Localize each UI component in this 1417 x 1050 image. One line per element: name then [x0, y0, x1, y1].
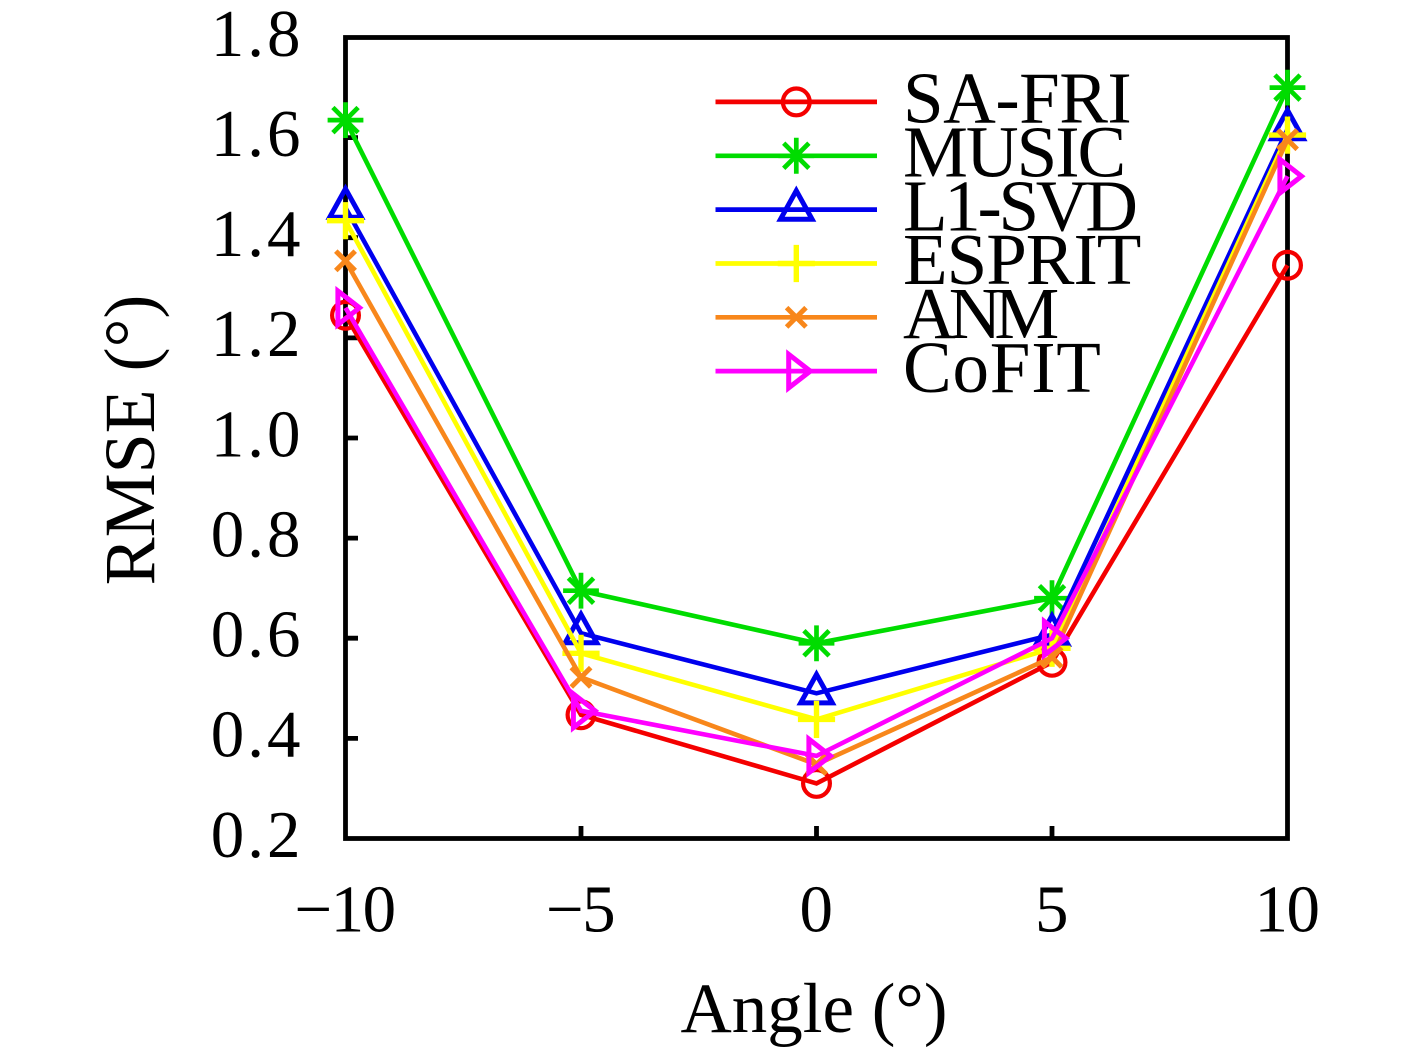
svg-text:RMSE (°): RMSE (°) — [90, 295, 170, 586]
svg-text:1.0: 1.0 — [211, 397, 304, 471]
svg-text:ANM: ANM — [903, 273, 1057, 354]
svg-text:0.8: 0.8 — [211, 497, 304, 571]
svg-text:0.6: 0.6 — [211, 598, 304, 672]
svg-text:SA-FRI: SA-FRI — [903, 58, 1131, 139]
svg-text:Angle (°): Angle (°) — [681, 970, 948, 1048]
svg-text:MUSIC: MUSIC — [903, 111, 1124, 192]
svg-text:0.2: 0.2 — [211, 798, 304, 872]
svg-text:0: 0 — [800, 873, 832, 947]
svg-text:1.6: 1.6 — [211, 97, 304, 171]
svg-text:5: 5 — [1035, 873, 1067, 947]
svg-text:10: 10 — [1255, 873, 1319, 947]
svg-text:1.4: 1.4 — [211, 197, 304, 271]
svg-text:−10: −10 — [294, 873, 394, 947]
svg-text:−5: −5 — [546, 873, 614, 947]
svg-text:1.8: 1.8 — [211, 0, 304, 71]
svg-text:L1-SVD: L1-SVD — [903, 165, 1135, 246]
svg-text:CoFIT: CoFIT — [903, 327, 1102, 408]
svg-text:0.4: 0.4 — [211, 698, 304, 772]
svg-text:ESPRIT: ESPRIT — [903, 219, 1141, 300]
svg-text:1.2: 1.2 — [211, 297, 304, 371]
